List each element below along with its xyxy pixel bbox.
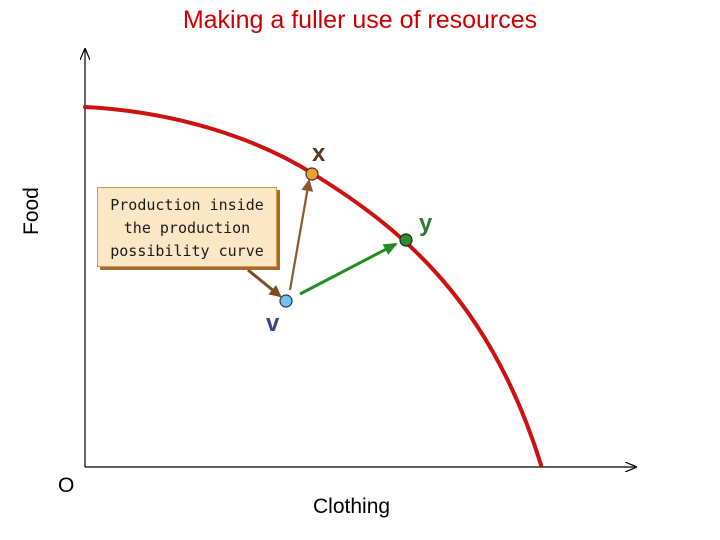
point-x-marker (305, 167, 319, 181)
diagram-title: Making a fuller use of resources (182, 6, 538, 34)
callout-pointer-arrow (247, 268, 282, 298)
point-v-marker (279, 294, 293, 308)
callout-box: Production inside the production possibi… (97, 187, 277, 267)
origin-label: O (58, 474, 75, 497)
y-axis-label: Food (20, 187, 43, 235)
point-y-label: y (419, 210, 433, 237)
arrow-v-to-x (288, 179, 314, 291)
point-v-label: v (266, 310, 280, 337)
point-y-marker (399, 233, 413, 247)
callout-text: Production inside the production possibi… (110, 196, 264, 260)
arrow-v-to-y (299, 242, 398, 296)
x-axis-label: Clothing (313, 495, 391, 518)
production-possibility-curve (83, 105, 543, 467)
point-x-label: x (312, 140, 326, 167)
